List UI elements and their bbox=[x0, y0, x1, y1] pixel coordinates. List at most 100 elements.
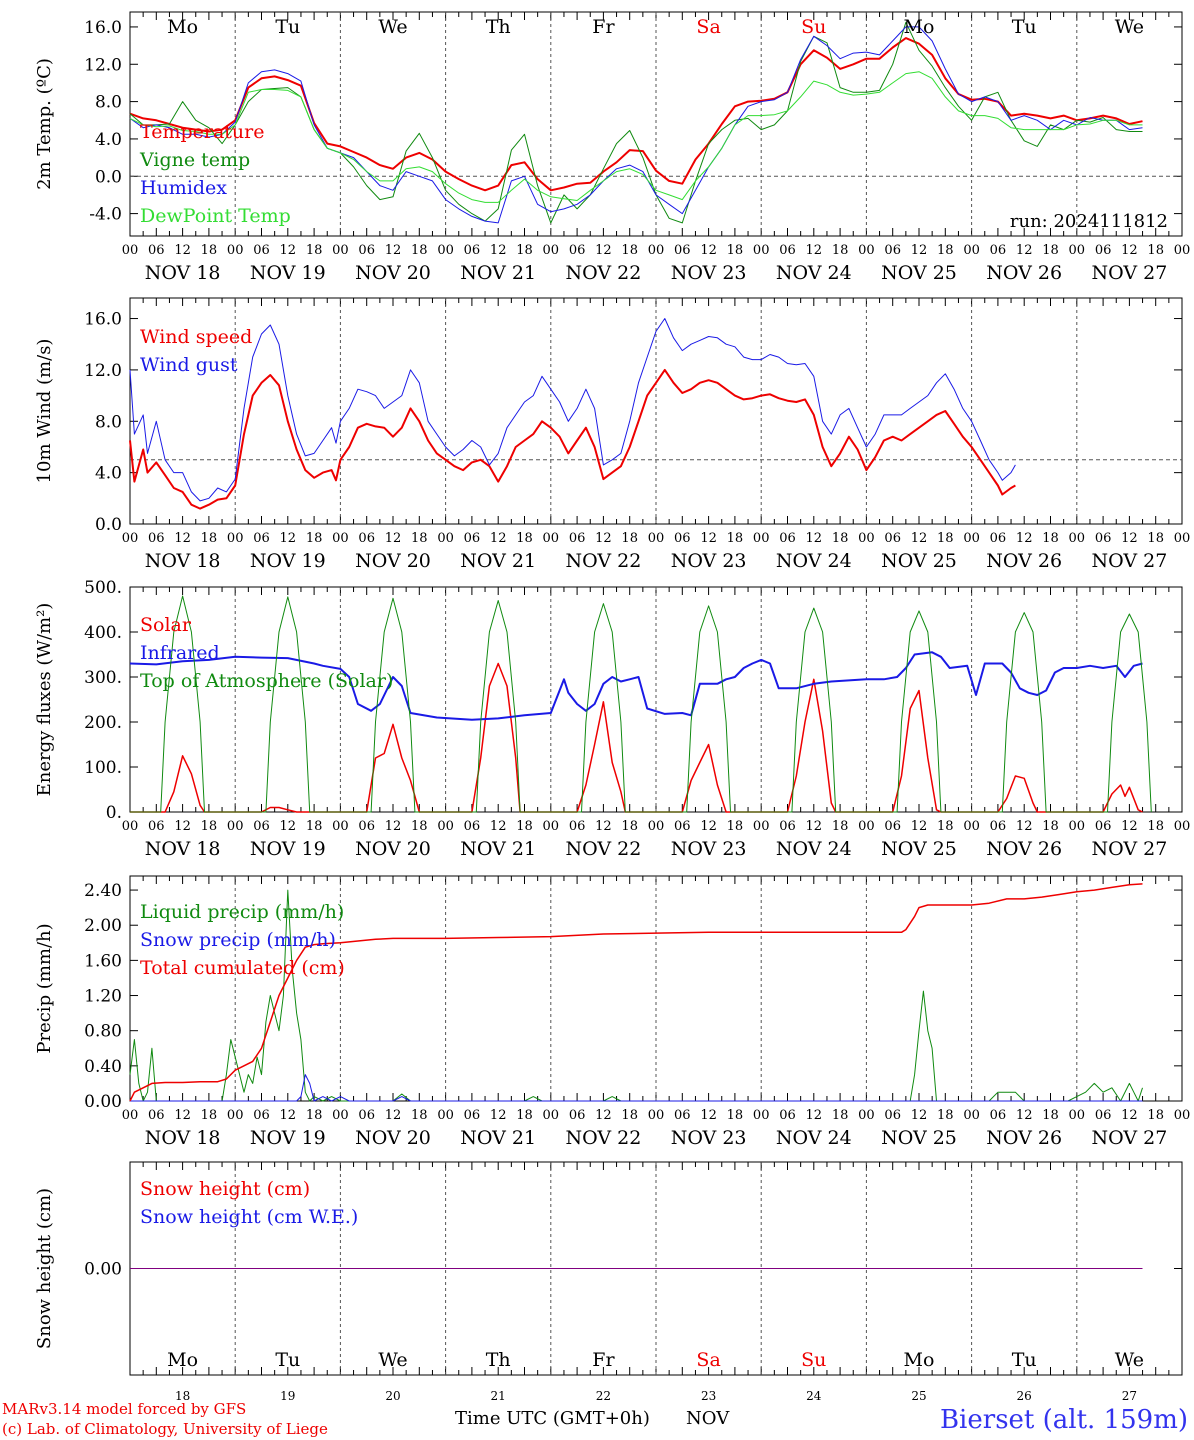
day-number-label: 24 bbox=[806, 1389, 822, 1403]
date-label: NOV 21 bbox=[460, 1127, 536, 1149]
hour-label: 06 bbox=[990, 243, 1007, 258]
hour-label: 00 bbox=[437, 243, 454, 258]
day-number-label: 26 bbox=[1017, 1389, 1032, 1403]
series-line-humidex bbox=[129, 26, 1143, 224]
hour-label: 12 bbox=[1121, 531, 1138, 546]
date-label: NOV 21 bbox=[460, 262, 536, 284]
hour-label: 06 bbox=[779, 531, 796, 546]
hour-label: 00 bbox=[227, 819, 244, 834]
date-label: NOV 19 bbox=[250, 262, 326, 284]
hour-label: 00 bbox=[122, 243, 139, 258]
y-tick-label: 0.00 bbox=[84, 1260, 122, 1280]
hour-label: 18 bbox=[621, 243, 638, 258]
hour-label: 18 bbox=[832, 819, 849, 834]
y-tick-label: 300. bbox=[84, 668, 122, 688]
hour-label: 18 bbox=[1042, 531, 1059, 546]
y-tick-label: 0.0 bbox=[95, 167, 122, 187]
y-tick-label: -4.0 bbox=[89, 205, 122, 225]
y-tick-label: 100. bbox=[84, 758, 122, 778]
hour-label: 06 bbox=[253, 1108, 270, 1123]
weekday-label-top: Tu bbox=[275, 16, 300, 38]
y-tick-label: 12.0 bbox=[84, 55, 122, 75]
y-tick-label: 12.0 bbox=[84, 361, 122, 381]
hour-label: 06 bbox=[464, 531, 481, 546]
y-axis-label: Snow height (cm) bbox=[34, 1188, 55, 1349]
weekday-label-bottom: Mo bbox=[167, 1349, 198, 1371]
hour-label: 18 bbox=[201, 531, 218, 546]
hour-label: 00 bbox=[648, 243, 665, 258]
hour-label: 18 bbox=[1042, 243, 1059, 258]
series-line-temperature bbox=[129, 37, 1143, 192]
hour-label: 18 bbox=[1147, 1108, 1164, 1123]
hour-label: 18 bbox=[411, 1108, 428, 1123]
hour-label: 18 bbox=[1147, 531, 1164, 546]
hour-label: 18 bbox=[832, 531, 849, 546]
date-label: NOV 21 bbox=[460, 838, 536, 860]
hour-label: 06 bbox=[464, 243, 481, 258]
legend-entry: Vigne temp bbox=[139, 149, 250, 171]
y-tick-label: 0.80 bbox=[84, 1022, 122, 1042]
date-label: NOV 23 bbox=[671, 550, 747, 572]
hour-label: 00 bbox=[1174, 1108, 1191, 1123]
hour-label: 12 bbox=[911, 1108, 928, 1123]
hour-label: 18 bbox=[727, 819, 744, 834]
weekday-label-top: We bbox=[1115, 16, 1144, 38]
hour-label: 12 bbox=[174, 819, 191, 834]
footer-lab-line: (c) Lab. of Climatology, University of L… bbox=[2, 1420, 328, 1438]
hour-label: 18 bbox=[937, 531, 954, 546]
hour-label: 18 bbox=[727, 1108, 744, 1123]
hour-label: 06 bbox=[358, 1108, 375, 1123]
hour-label: 06 bbox=[779, 243, 796, 258]
y-tick-label: 16.0 bbox=[84, 310, 122, 330]
y-tick-label: 4.0 bbox=[95, 130, 122, 150]
hour-label: 06 bbox=[990, 819, 1007, 834]
legend-entry: Total cumulated (cm) bbox=[140, 957, 345, 979]
date-label: NOV 23 bbox=[671, 838, 747, 860]
weekday-label-top: Th bbox=[486, 16, 511, 38]
hour-label: 06 bbox=[674, 819, 691, 834]
hour-label: 12 bbox=[280, 1108, 297, 1123]
hour-label: 18 bbox=[516, 819, 533, 834]
hour-label: 00 bbox=[858, 243, 875, 258]
hour-label: 12 bbox=[806, 819, 823, 834]
hour-label: 00 bbox=[332, 1108, 349, 1123]
hour-label: 00 bbox=[1174, 531, 1191, 546]
legend-entry: Liquid precip (mm/h) bbox=[140, 901, 344, 923]
hour-label: 18 bbox=[1147, 819, 1164, 834]
date-label: NOV 26 bbox=[986, 1127, 1062, 1149]
day-number-label: 22 bbox=[596, 1389, 611, 1403]
series-line-dewpoint-temp bbox=[129, 71, 1143, 203]
y-tick-label: 8.0 bbox=[95, 93, 122, 113]
date-label: NOV 26 bbox=[986, 550, 1062, 572]
date-label: NOV 22 bbox=[565, 550, 641, 572]
hour-label: 18 bbox=[516, 243, 533, 258]
weekday-label-top: Tu bbox=[1012, 16, 1037, 38]
hour-label: 00 bbox=[963, 243, 980, 258]
series-line-vigne-temp bbox=[129, 21, 1143, 224]
hour-label: 00 bbox=[543, 1108, 560, 1123]
hour-label: 06 bbox=[253, 819, 270, 834]
hour-label: 00 bbox=[543, 531, 560, 546]
hour-label: 18 bbox=[937, 1108, 954, 1123]
date-label: NOV 23 bbox=[671, 1127, 747, 1149]
series-line-wind-gust bbox=[129, 318, 1016, 502]
hour-label: 18 bbox=[832, 1108, 849, 1123]
hour-label: 00 bbox=[332, 531, 349, 546]
hour-label: 18 bbox=[306, 243, 323, 258]
hour-label: 06 bbox=[1095, 243, 1112, 258]
y-axis-label: 2m Temp. (ºC) bbox=[34, 58, 55, 190]
date-label: NOV 27 bbox=[1091, 1127, 1167, 1149]
date-label: NOV 26 bbox=[986, 262, 1062, 284]
hour-label: 00 bbox=[437, 1108, 454, 1123]
y-tick-label: 0.0 bbox=[95, 515, 122, 535]
hour-label: 12 bbox=[1016, 819, 1033, 834]
date-label: NOV 22 bbox=[565, 838, 641, 860]
date-label: NOV 20 bbox=[355, 550, 431, 572]
hour-label: 06 bbox=[148, 243, 165, 258]
y-tick-label: 0.40 bbox=[84, 1057, 122, 1077]
y-tick-label: 4.0 bbox=[95, 464, 122, 484]
hour-label: 00 bbox=[437, 819, 454, 834]
day-number-label: 19 bbox=[280, 1389, 295, 1403]
hour-label: 18 bbox=[411, 243, 428, 258]
